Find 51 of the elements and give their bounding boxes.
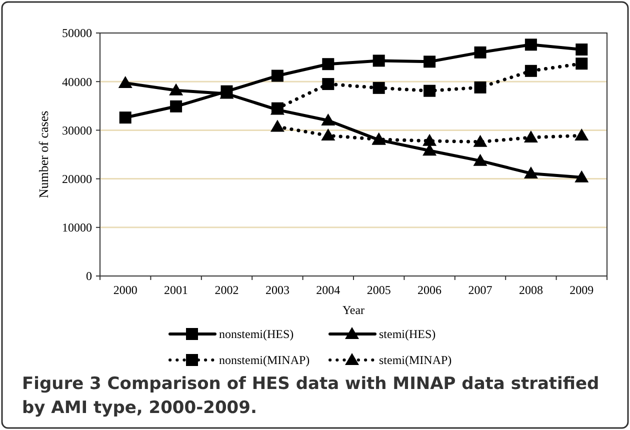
y-tick-label: 20000 <box>62 172 92 186</box>
point <box>169 83 184 96</box>
point <box>270 120 284 132</box>
y-axis-title: Number of cases <box>36 110 51 198</box>
x-tick-label: 2000 <box>113 283 138 297</box>
point <box>372 54 385 67</box>
caption: Figure 3 Comparison of HES data with MINAP data stratified by AMI type, 2000-2009. <box>22 373 600 420</box>
x-tick-label: 2001 <box>164 283 188 297</box>
legend-label: stemi(HES) <box>379 327 436 342</box>
point <box>119 112 132 124</box>
point <box>474 46 486 58</box>
point <box>576 58 588 70</box>
point <box>422 144 437 156</box>
y-tick-label: 50000 <box>62 26 92 40</box>
point <box>321 113 336 126</box>
point <box>422 134 437 146</box>
point <box>524 130 538 142</box>
point <box>424 56 436 68</box>
x-tick-label: 2003 <box>265 283 290 297</box>
x-tick-label: 2006 <box>418 283 442 297</box>
point <box>576 44 588 56</box>
point <box>322 58 334 70</box>
point <box>574 128 589 141</box>
point <box>524 38 537 51</box>
x-axis-title: Year <box>342 303 365 317</box>
point <box>118 76 132 88</box>
legend-label: stemi(MINAP) <box>379 353 452 368</box>
point <box>372 82 385 94</box>
point <box>524 64 537 77</box>
x-tick-label: 2002 <box>214 283 239 297</box>
point <box>474 81 486 94</box>
point <box>574 170 589 182</box>
point <box>322 78 334 90</box>
point <box>170 100 182 112</box>
y-tick-label: 10000 <box>62 220 92 235</box>
point <box>424 84 436 97</box>
x-tick-label: 2004 <box>316 283 340 297</box>
point <box>473 134 488 147</box>
x-tick-label: 2005 <box>366 283 391 297</box>
point <box>321 128 336 141</box>
point <box>524 166 538 178</box>
y-tick-label: 40000 <box>62 74 92 89</box>
x-tick-label: 2007 <box>468 283 492 297</box>
legend-label: nonstemi(HES) <box>219 327 294 342</box>
x-tick-label: 2009 <box>570 283 594 297</box>
y-tick-label: 30000 <box>62 123 92 138</box>
legend-label: nonstemi(MINAP) <box>219 353 310 368</box>
x-tick-label: 2008 <box>518 283 543 297</box>
point <box>271 70 284 82</box>
point <box>473 154 488 166</box>
y-tick-label: 0 <box>86 269 92 284</box>
